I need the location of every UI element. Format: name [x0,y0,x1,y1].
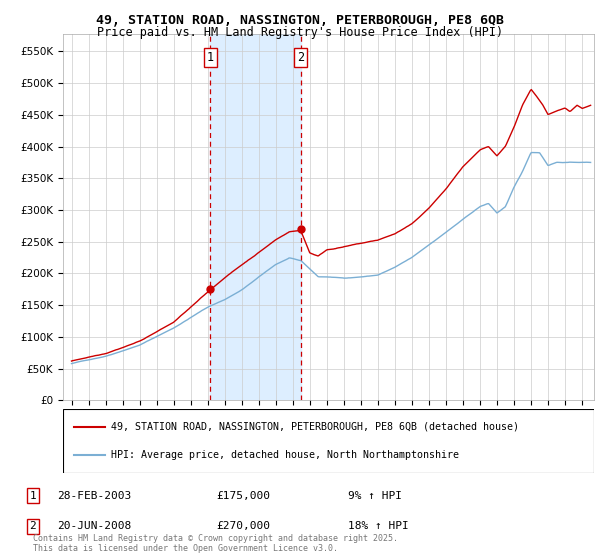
Text: 1: 1 [29,491,37,501]
Text: HPI: Average price, detached house, North Northamptonshire: HPI: Average price, detached house, Nort… [111,450,459,460]
Text: £270,000: £270,000 [216,521,270,531]
Text: 18% ↑ HPI: 18% ↑ HPI [348,521,409,531]
Text: £175,000: £175,000 [216,491,270,501]
Text: Price paid vs. HM Land Registry's House Price Index (HPI): Price paid vs. HM Land Registry's House … [97,26,503,39]
Bar [210,34,301,400]
Text: 28-FEB-2003: 28-FEB-2003 [57,491,131,501]
Text: 49, STATION ROAD, NASSINGTON, PETERBOROUGH, PE8 6QB: 49, STATION ROAD, NASSINGTON, PETERBOROU… [96,14,504,27]
Text: 2: 2 [297,51,304,64]
Text: 49, STATION ROAD, NASSINGTON, PETERBOROUGH, PE8 6QB (detached house): 49, STATION ROAD, NASSINGTON, PETERBOROU… [111,422,519,432]
Text: 2: 2 [29,521,37,531]
Text: 20-JUN-2008: 20-JUN-2008 [57,521,131,531]
Text: 9% ↑ HPI: 9% ↑ HPI [348,491,402,501]
Text: Contains HM Land Registry data © Crown copyright and database right 2025.
This d: Contains HM Land Registry data © Crown c… [33,534,398,553]
Text: 1: 1 [206,51,214,64]
FancyBboxPatch shape [63,409,594,473]
